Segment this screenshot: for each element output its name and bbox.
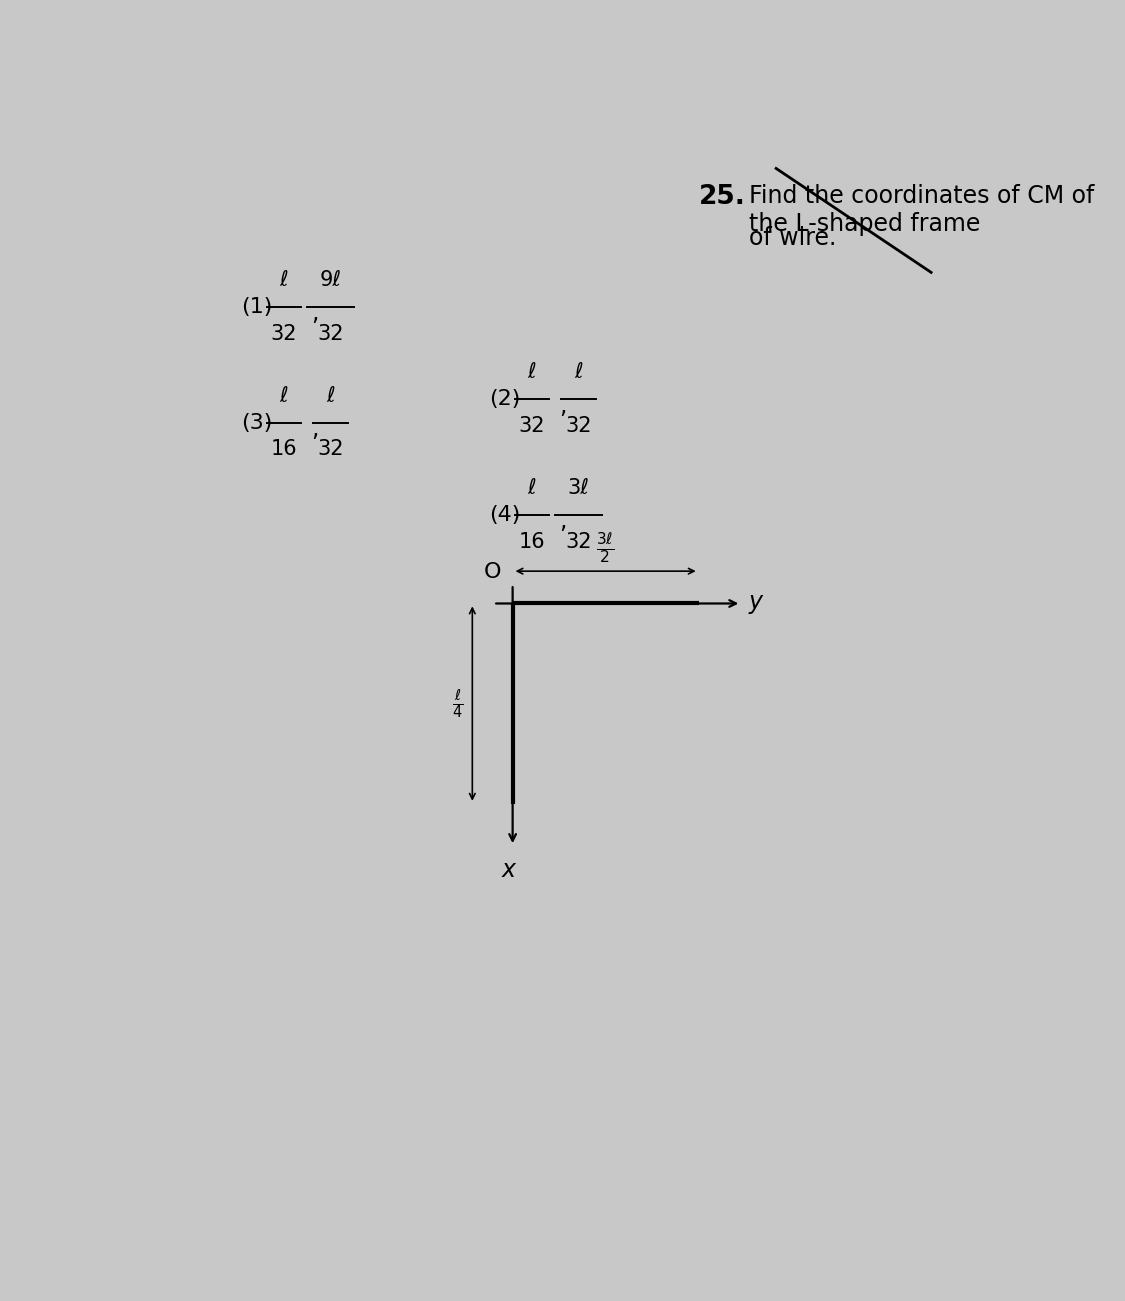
Text: ℓ: ℓ — [280, 271, 288, 290]
Text: 32: 32 — [271, 324, 297, 343]
Text: 9ℓ: 9ℓ — [319, 271, 342, 290]
Text: ,: , — [559, 509, 567, 533]
Text: ℓ: ℓ — [528, 477, 537, 498]
Text: 32: 32 — [317, 440, 344, 459]
Text: ℓ: ℓ — [326, 385, 335, 406]
Text: O: O — [484, 562, 501, 582]
Text: (3): (3) — [242, 412, 272, 432]
Text: x: x — [502, 857, 515, 882]
Text: 32: 32 — [317, 324, 344, 343]
Text: of wire.: of wire. — [749, 226, 836, 250]
Text: (2): (2) — [489, 389, 521, 410]
Text: ℓ: ℓ — [528, 363, 537, 382]
Text: $\frac{3\ell}{2}$: $\frac{3\ell}{2}$ — [596, 530, 614, 565]
Text: 32: 32 — [565, 532, 592, 552]
Text: (4): (4) — [489, 505, 521, 524]
Text: 25.: 25. — [699, 183, 746, 209]
Text: y: y — [749, 589, 763, 614]
Text: (1): (1) — [242, 297, 272, 317]
Text: Find the coordinates of CM of the L-shaped frame: Find the coordinates of CM of the L-shap… — [749, 183, 1095, 235]
Text: 16: 16 — [519, 532, 546, 552]
Text: 32: 32 — [519, 416, 546, 436]
Text: ,: , — [312, 416, 318, 441]
Text: $\frac{\ell}{4}$: $\frac{\ell}{4}$ — [452, 687, 463, 719]
Text: 3ℓ: 3ℓ — [568, 477, 590, 498]
Text: ,: , — [559, 394, 567, 418]
Text: 32: 32 — [565, 416, 592, 436]
Text: 16: 16 — [271, 440, 297, 459]
Text: ,: , — [312, 302, 318, 325]
Text: ℓ: ℓ — [280, 385, 288, 406]
Text: ℓ: ℓ — [574, 363, 583, 382]
